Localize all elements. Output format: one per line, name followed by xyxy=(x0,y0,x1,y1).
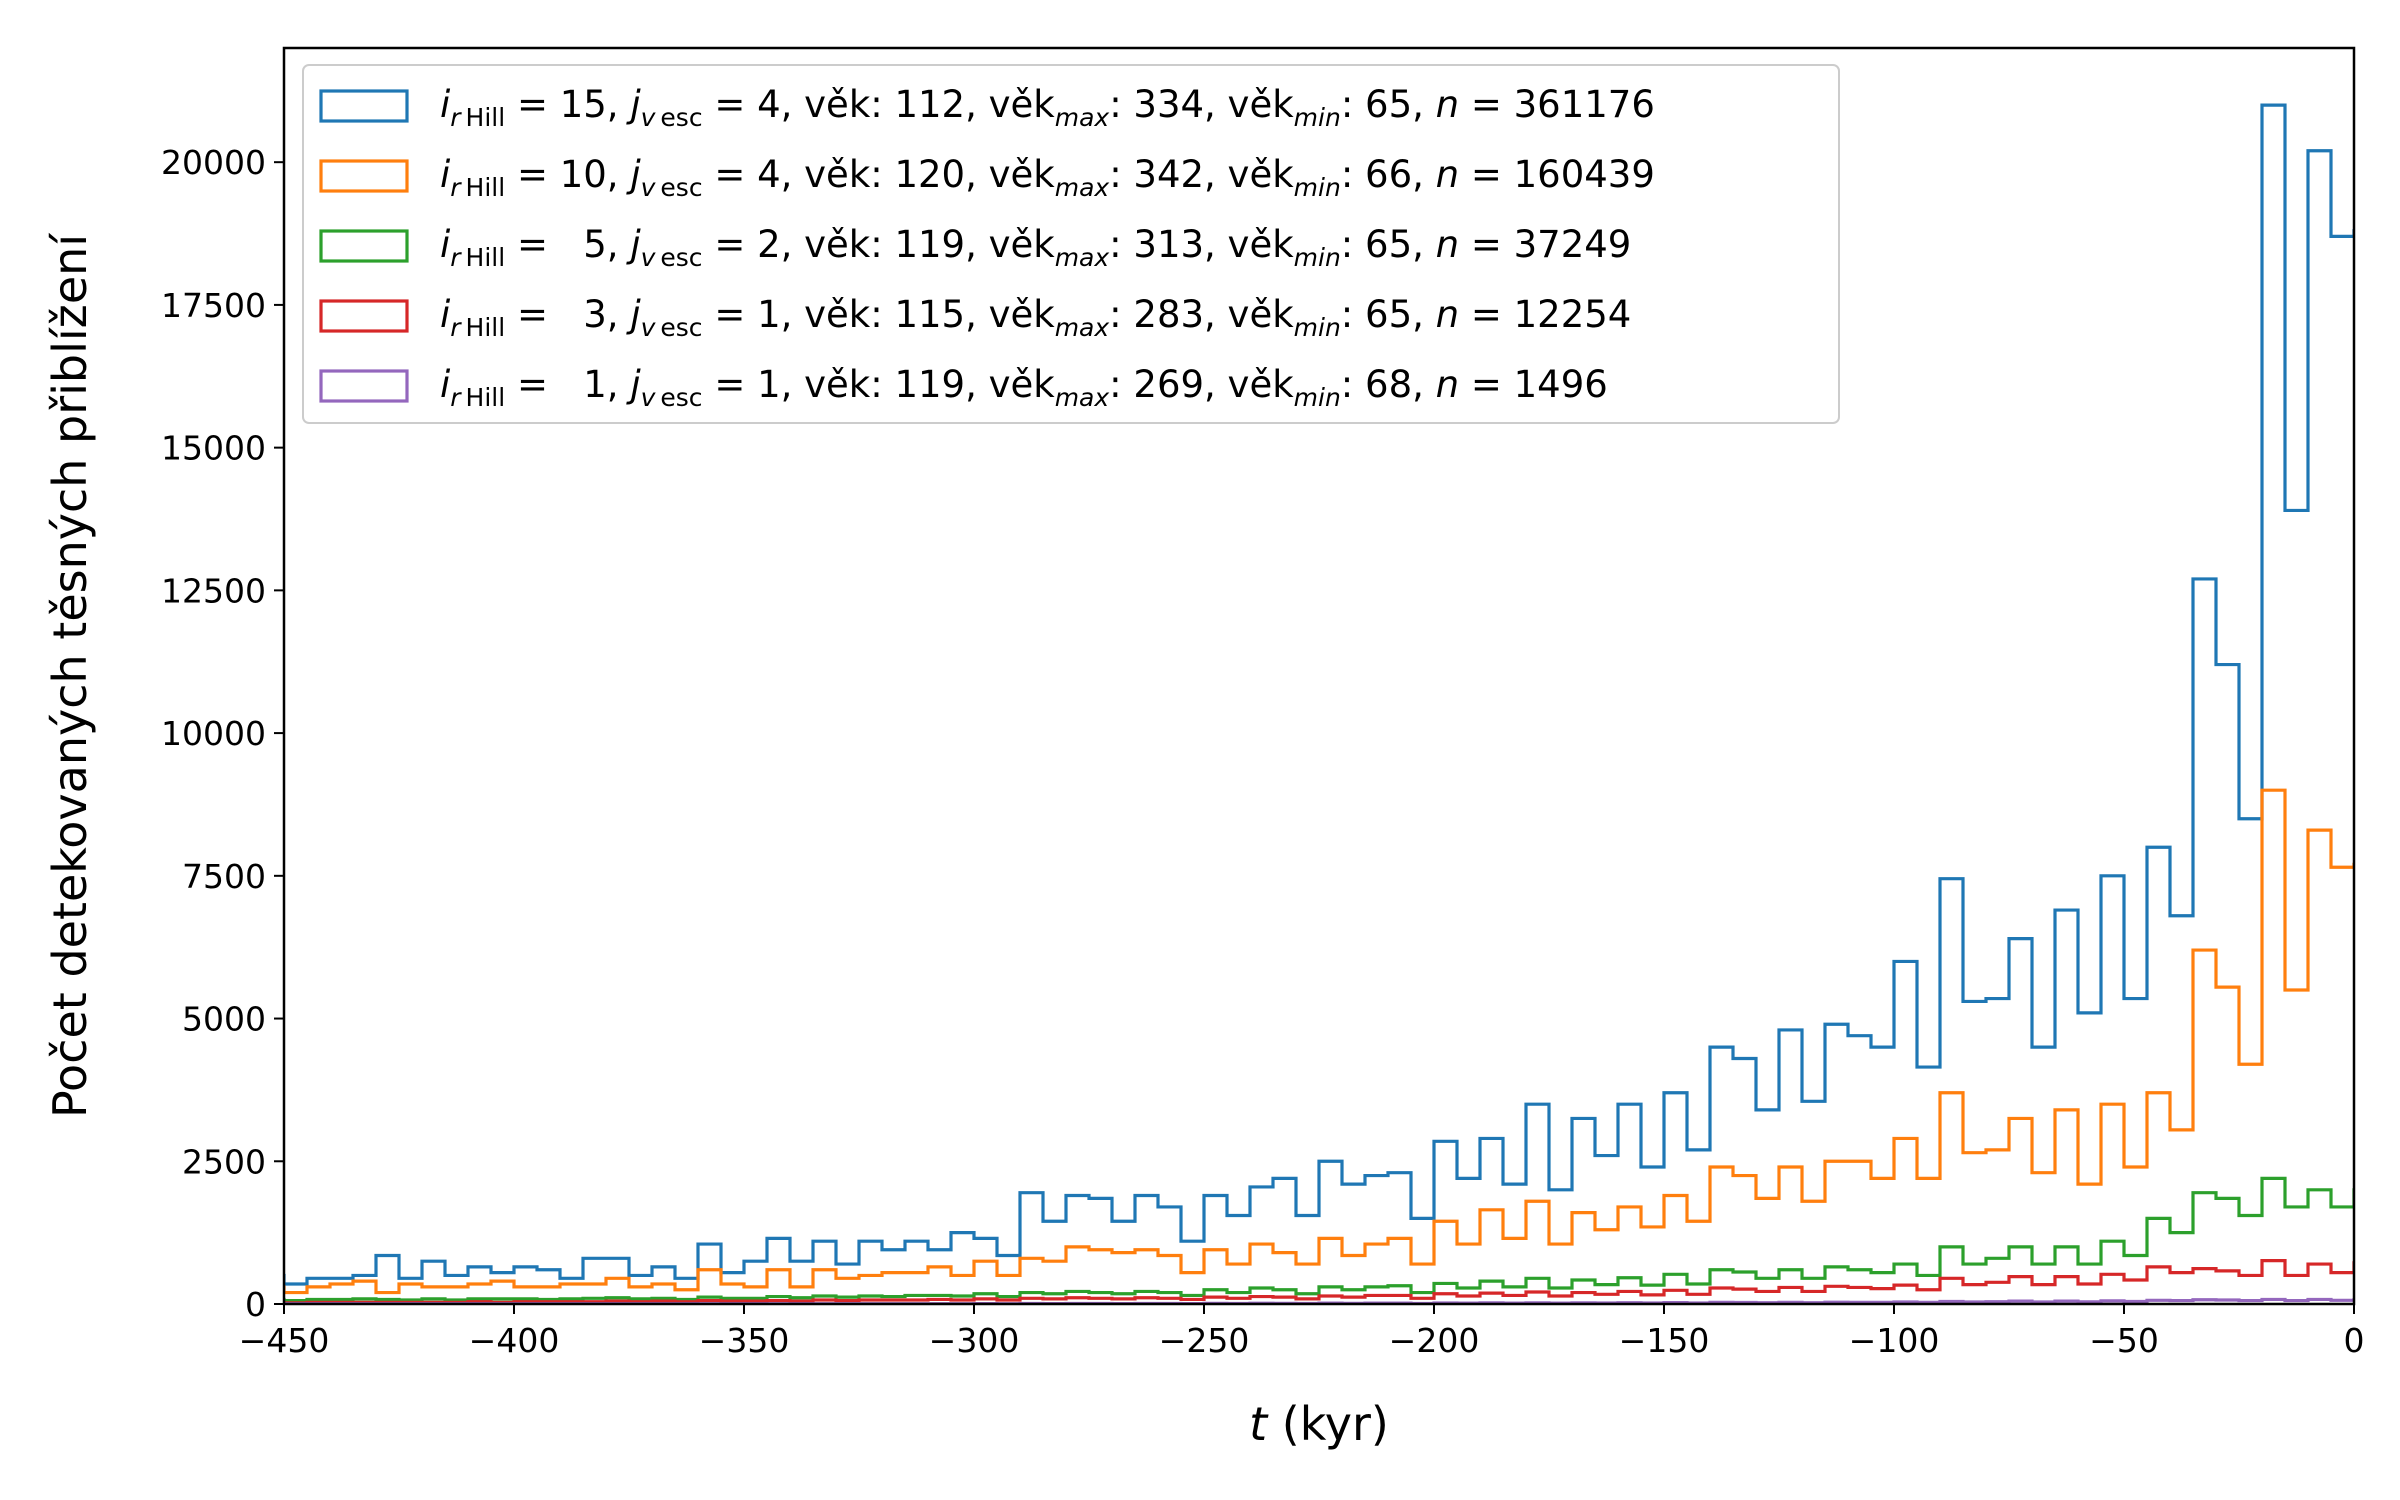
y-tick-label: 12500 xyxy=(161,571,266,610)
x-tick-label: −400 xyxy=(469,1321,560,1360)
x-tick-label: −50 xyxy=(2089,1321,2159,1360)
y-tick-label: 2500 xyxy=(182,1142,266,1181)
legend-entry-label: ir Hill = 3, jv esc = 1, věk: 115, věkma… xyxy=(440,293,1631,342)
y-tick-label: 15000 xyxy=(161,429,266,468)
plot-frame xyxy=(282,46,2356,1306)
y-tick-label: 7500 xyxy=(182,857,266,896)
series-4-step-line xyxy=(284,1259,2354,1304)
series-1-step-line xyxy=(284,103,2354,1286)
x-tick-label: −450 xyxy=(239,1321,330,1360)
legend-box xyxy=(302,64,1840,424)
y-tick-label: 17500 xyxy=(161,286,266,325)
x-tick-label: −250 xyxy=(1159,1321,1250,1360)
x-tick-label: −100 xyxy=(1849,1321,1940,1360)
y-tick-label: 20000 xyxy=(161,143,266,182)
legend-entry-label: ir Hill = 5, jv esc = 2, věk: 119, věkma… xyxy=(440,223,1631,272)
legend-entry-label: ir Hill = 1, jv esc = 1, věk: 119, věkma… xyxy=(440,363,1608,412)
legend-entry-label: ir Hill = 10, jv esc = 4, věk: 120, věkm… xyxy=(440,153,1655,202)
y-tick-label: 5000 xyxy=(182,1000,266,1039)
x-axis-ticks: −450 −400 −350 −300 −250 −200 −150 −100 −50 0 xyxy=(239,1304,2365,1360)
x-tick-label: 0 xyxy=(2344,1321,2365,1360)
x-axis-var: t xyxy=(1249,1397,1269,1451)
y-tick-label: 0 xyxy=(245,1285,266,1324)
x-tick-label: −200 xyxy=(1389,1321,1480,1360)
x-tick-label: −350 xyxy=(699,1321,790,1360)
legend-swatch xyxy=(319,299,409,333)
x-tick-label: −150 xyxy=(1619,1321,1710,1360)
x-tick-label: −300 xyxy=(929,1321,1020,1360)
legend-swatch xyxy=(319,229,409,263)
legend-swatch xyxy=(319,159,409,193)
y-axis-ticks: 0 2500 5000 7500 10000 12500 15000 17500 20000 xyxy=(161,143,284,1324)
x-axis-unit: (kyr) xyxy=(1267,1397,1389,1451)
y-tick-label: 10000 xyxy=(161,714,266,753)
legend-entry-label: ir Hill = 15, jv esc = 4, věk: 112, věkm… xyxy=(440,83,1655,132)
y-axis-title: Počet detekovaných těsných přiblížení xyxy=(43,233,97,1118)
legend-swatch xyxy=(319,369,409,403)
legend: ir Hill = 15, jv esc = 4, věk: 112, věkm… xyxy=(302,64,1840,424)
series-2-step-line xyxy=(284,788,2354,1295)
x-axis-title: t (kyr) xyxy=(1249,1397,1389,1451)
legend-swatch xyxy=(319,89,409,123)
